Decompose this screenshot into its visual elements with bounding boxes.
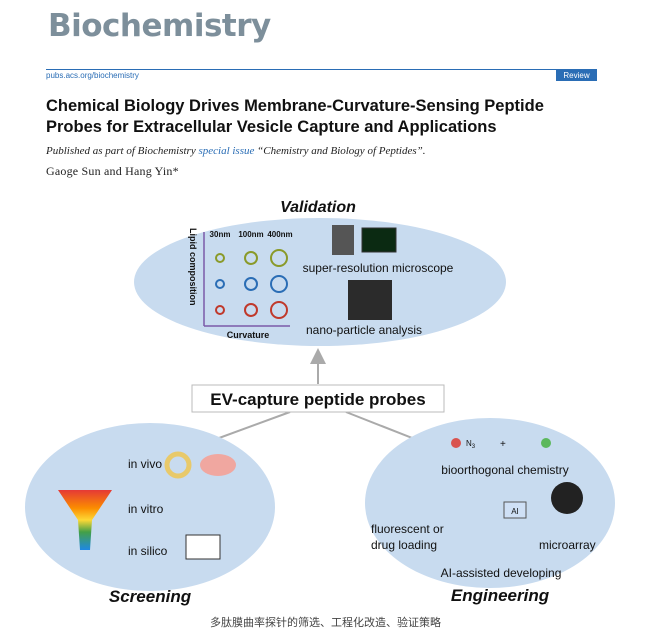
graphical-abstract: Validation Lipid composition 30nm 100nm …	[25, 199, 615, 606]
organoid-icon	[164, 451, 192, 479]
plus-sign: +	[500, 439, 506, 450]
screening-item: in vitro	[128, 502, 164, 516]
tissue-icon	[200, 454, 236, 476]
microarray-label: microarray	[539, 538, 596, 552]
center-box	[191, 384, 445, 413]
azide-n: N	[466, 439, 472, 448]
microscope-icon	[332, 225, 354, 255]
journal-logo: Biochemistry	[48, 8, 271, 44]
size-label: 400nm	[267, 230, 292, 239]
size-label: 30nm	[210, 230, 231, 239]
figure-caption: 多肽膜曲率探针的筛选、工程化改造、验证策略	[210, 616, 441, 629]
screening-item: in vivo	[128, 457, 162, 471]
screening-title: Screening	[109, 587, 192, 606]
x-axis-label: Curvature	[227, 330, 270, 340]
azide-icon	[451, 438, 461, 448]
y-axis-label: Lipid composition	[188, 228, 198, 306]
bioorthogonal-label: bioorthogonal chemistry	[441, 463, 568, 477]
ai-label: AI	[511, 507, 519, 516]
monitor-icon	[361, 227, 397, 253]
loading-label: fluorescent or	[371, 522, 444, 536]
validation-ellipse	[134, 218, 506, 346]
published-suffix: “Chemistry and Biology of Peptides”.	[257, 145, 426, 157]
vesicle-grid	[215, 249, 288, 319]
azide-label: N3	[466, 439, 476, 450]
size-label: 100nm	[238, 230, 263, 239]
loading-label: drug loading	[371, 538, 437, 552]
alkyne-icon	[541, 438, 551, 448]
article-type-badge: Review	[556, 70, 597, 81]
azide-subscript: 3	[472, 444, 476, 450]
special-issue-link[interactable]: special issue	[198, 145, 255, 157]
screening-item: in silico	[128, 544, 168, 558]
validation-title: Validation	[280, 199, 356, 216]
engineering-title: Engineering	[451, 586, 550, 605]
funnel-icon	[58, 490, 112, 550]
published-note: Published as part of Biochemistry specia…	[46, 145, 426, 157]
nta-icon	[348, 280, 392, 320]
computer-icon	[185, 534, 221, 560]
center-label: EV-capture peptide probes	[210, 390, 425, 409]
ai-dev-label: AI-assisted developing	[441, 566, 562, 580]
journal-url[interactable]: pubs.acs.org/biochemistry	[46, 71, 139, 80]
microscope-label: super-resolution microscope	[303, 261, 454, 275]
published-prefix: Published as part of Biochemistry	[46, 145, 196, 157]
ai-chip	[503, 501, 527, 519]
header-rule	[46, 69, 597, 70]
article-title: Chemical Biology Drives Membrane-Curvatu…	[46, 97, 544, 136]
microarray-icon	[551, 482, 583, 514]
engineering-ellipse	[365, 418, 615, 588]
nta-label: nano-particle analysis	[306, 323, 422, 337]
authors: Gaoge Sun and Hang Yin*	[46, 164, 179, 178]
